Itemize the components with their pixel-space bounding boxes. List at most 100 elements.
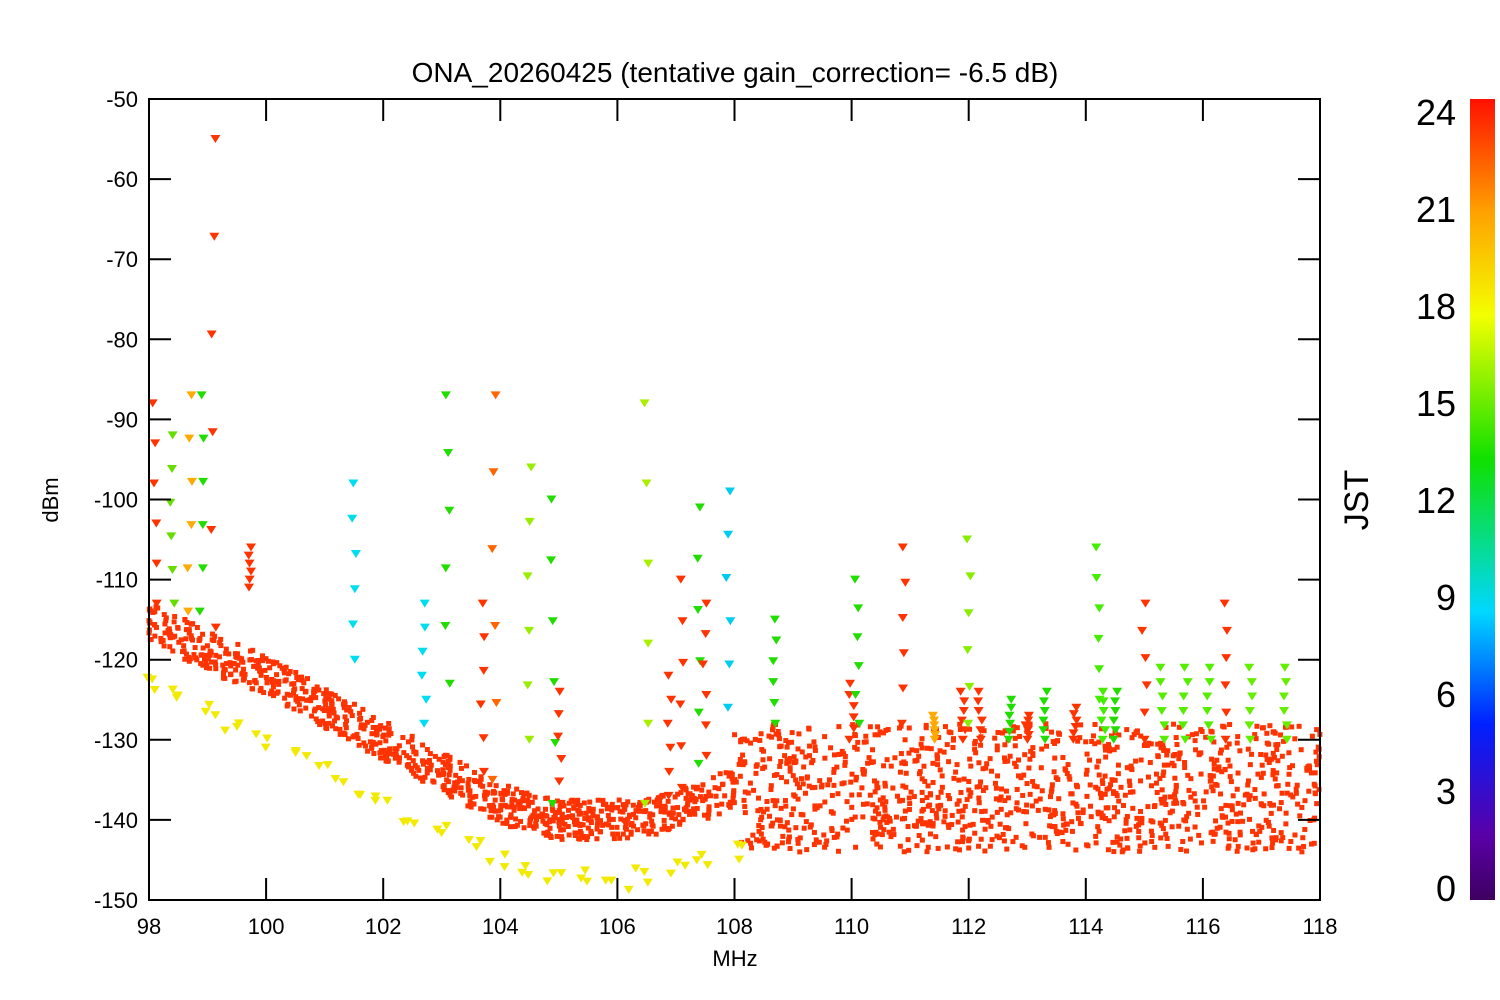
noise-floor-point bbox=[373, 729, 379, 735]
noise-floor-point bbox=[742, 810, 748, 816]
noise-floor-point bbox=[303, 688, 309, 694]
peak-marker bbox=[1179, 663, 1190, 672]
noise-floor-point bbox=[1177, 751, 1183, 757]
noise-floor-point bbox=[941, 749, 947, 755]
y-tick-label: -90 bbox=[106, 407, 138, 432]
noise-floor-point bbox=[1217, 750, 1223, 756]
noise-floor-point bbox=[1173, 735, 1179, 741]
peak-marker bbox=[550, 739, 561, 748]
noise-floor-point bbox=[311, 708, 317, 714]
noise-floor-point bbox=[566, 832, 572, 838]
noise-floor-point bbox=[1125, 845, 1131, 851]
noise-floor-point bbox=[698, 794, 704, 800]
peak-marker bbox=[850, 575, 861, 584]
noise-floor-point bbox=[1257, 828, 1263, 834]
noise-floor-point bbox=[733, 779, 739, 785]
noise-floor-point bbox=[1128, 763, 1134, 769]
peak-marker bbox=[693, 708, 704, 717]
noise-floor-point bbox=[1221, 724, 1227, 730]
noise-floor-point bbox=[1302, 826, 1308, 832]
noise-floor-point bbox=[987, 843, 993, 849]
noise-floor-point bbox=[1169, 760, 1175, 766]
noise-floor-point bbox=[1087, 782, 1093, 788]
noise-floor-point bbox=[875, 724, 881, 730]
noise-floor-point bbox=[974, 784, 980, 790]
peak-marker bbox=[475, 700, 486, 709]
noise-floor-point bbox=[675, 805, 681, 811]
noise-floor-point bbox=[1316, 787, 1322, 793]
noise-floor-point bbox=[1080, 810, 1086, 816]
noise-floor-point bbox=[559, 836, 565, 842]
noise-floor-point bbox=[1123, 817, 1129, 823]
noise-floor-point bbox=[767, 813, 773, 819]
low-trace-point bbox=[576, 874, 587, 883]
noise-floor-point bbox=[887, 818, 893, 824]
noise-floor-point bbox=[955, 839, 961, 845]
noise-floor-point bbox=[455, 779, 461, 785]
noise-floor-point bbox=[900, 797, 906, 803]
noise-floor-point bbox=[1123, 820, 1129, 826]
noise-floor-point bbox=[650, 812, 656, 818]
noise-floor-point bbox=[615, 831, 621, 837]
noise-floor-point bbox=[1274, 746, 1280, 752]
noise-floor-point bbox=[565, 823, 571, 829]
noise-floor-point bbox=[649, 818, 655, 824]
noise-floor-point bbox=[525, 803, 531, 809]
peak-marker bbox=[1040, 735, 1051, 744]
noise-floor-point bbox=[327, 691, 333, 697]
peak-marker bbox=[1038, 716, 1049, 725]
noise-floor-point bbox=[1274, 770, 1280, 776]
noise-floor-point bbox=[325, 706, 331, 712]
peak-marker bbox=[676, 742, 687, 751]
noise-floor-point bbox=[1056, 796, 1062, 802]
peak-marker bbox=[348, 620, 359, 629]
noise-floor-point bbox=[1052, 755, 1058, 761]
noise-floor-point bbox=[1211, 831, 1217, 837]
peak-marker bbox=[666, 695, 677, 704]
noise-floor-point bbox=[1039, 746, 1045, 752]
peak-marker bbox=[1159, 735, 1170, 744]
noise-floor-point bbox=[834, 834, 840, 840]
noise-floor-point bbox=[250, 686, 256, 692]
noise-floor-point bbox=[299, 677, 305, 683]
peak-marker bbox=[1244, 721, 1255, 730]
noise-floor-point bbox=[1222, 766, 1228, 772]
noise-floor-point bbox=[239, 657, 245, 663]
noise-floor-point bbox=[1263, 752, 1269, 758]
noise-floor-point bbox=[1259, 824, 1265, 830]
noise-floor-point bbox=[806, 783, 812, 789]
noise-floor-point bbox=[953, 769, 959, 775]
noise-floor-point bbox=[1237, 832, 1243, 838]
low-trace-point bbox=[520, 862, 531, 871]
peak-marker bbox=[898, 649, 909, 658]
noise-floor-point bbox=[835, 848, 841, 854]
noise-floor-point bbox=[1004, 825, 1010, 831]
noise-floor-point bbox=[200, 645, 206, 651]
noise-floor-point bbox=[1224, 744, 1230, 750]
low-trace-point bbox=[581, 877, 592, 886]
noise-floor-point bbox=[670, 810, 676, 816]
noise-floor-point bbox=[665, 798, 671, 804]
noise-floor-point bbox=[535, 813, 541, 819]
noise-floor-point bbox=[924, 849, 930, 855]
noise-floor-point bbox=[1138, 808, 1144, 814]
x-axis-label: MHz bbox=[712, 946, 757, 971]
peak-marker bbox=[1068, 729, 1079, 738]
peak-marker bbox=[1003, 735, 1014, 744]
noise-floor-point bbox=[517, 806, 523, 812]
noise-floor-point bbox=[457, 759, 463, 765]
noise-floor-point bbox=[1136, 835, 1142, 841]
noise-floor-point bbox=[1030, 833, 1036, 839]
noise-floor-point bbox=[756, 795, 762, 801]
noise-floor-point bbox=[300, 696, 306, 702]
peak-marker bbox=[1110, 706, 1121, 715]
peak-marker bbox=[675, 700, 686, 709]
noise-floor-point bbox=[1273, 742, 1279, 748]
noise-floor-point bbox=[420, 758, 426, 764]
noise-floor-point bbox=[1278, 800, 1284, 806]
noise-floor-point bbox=[886, 829, 892, 835]
noise-floor-point bbox=[241, 674, 247, 680]
noise-floor-point bbox=[1095, 824, 1101, 830]
colorbar-tick-label: 0 bbox=[1436, 868, 1456, 909]
noise-floor-point bbox=[321, 691, 327, 697]
